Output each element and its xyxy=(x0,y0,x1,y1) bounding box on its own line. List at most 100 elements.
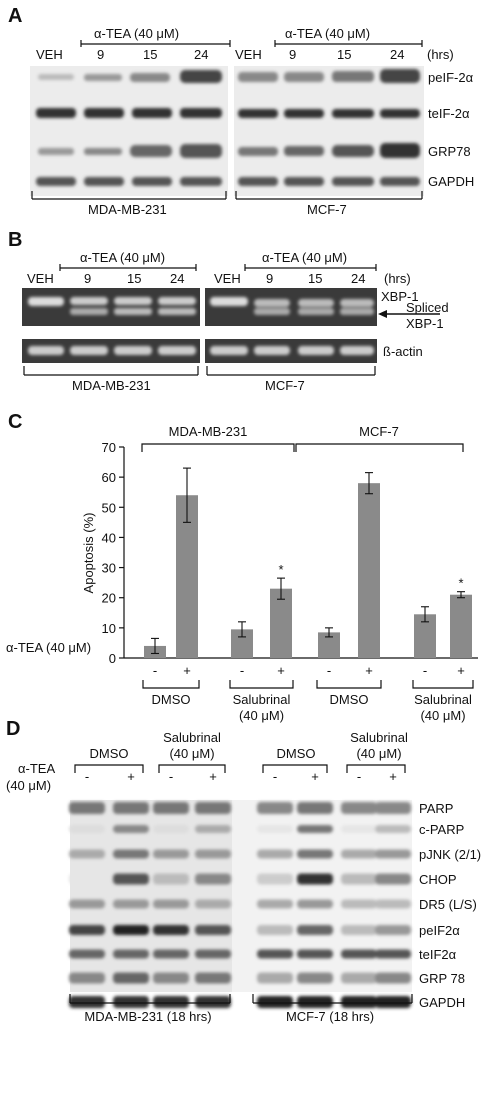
panel-d-row-labels: PARP c-PARP pJNK (2/1) CHOP DR5 (L/S) peIF2α t… xyxy=(419,801,481,1010)
chart-bar xyxy=(414,614,436,658)
blot-d-band xyxy=(257,925,293,935)
blot-a-bands xyxy=(36,69,420,186)
spliced-arrow-head xyxy=(378,310,387,318)
blot-d-band xyxy=(69,825,105,833)
blot-d-band xyxy=(257,972,293,984)
panel-d-row-label: c-PARP xyxy=(419,822,464,837)
blot-d-band xyxy=(341,825,377,833)
panel-b: B α-TEA (40 μM) α-TEA (40 μM) VEH 9 15 2… xyxy=(8,229,449,393)
panel-b-time-9-right: 9 xyxy=(266,271,273,286)
panel-label-d: D xyxy=(6,718,20,740)
panel-a-time-24-left: 24 xyxy=(194,47,208,62)
blot-d-band xyxy=(113,849,149,859)
blot-d-band xyxy=(257,825,293,833)
blot-d-band xyxy=(153,899,189,909)
chart-ytick-label: 40 xyxy=(102,530,116,545)
panel-d-sign-label: + xyxy=(127,769,135,784)
panel-a-veh-right: VEH xyxy=(235,47,262,62)
chart-group-bracket-mcf7 xyxy=(295,443,464,452)
panel-label-b: B xyxy=(8,229,22,251)
chart-treatment-label: DMSO xyxy=(330,692,369,707)
chart-treatment-label: Salubrinal xyxy=(233,692,291,707)
blot-d-band xyxy=(153,972,189,984)
chart-treatment-label: Salubrinal xyxy=(414,692,472,707)
blot-d-band xyxy=(153,925,189,935)
panel-b-cell-line-left: MDA-MB-231 xyxy=(72,378,151,393)
blot-d-band xyxy=(195,949,231,959)
blot-d-band xyxy=(153,949,189,959)
chart-sign-label: - xyxy=(153,663,157,678)
panel-a-row-teif2a: teIF-2α xyxy=(428,106,470,121)
panel-d-sign-label: + xyxy=(389,769,397,784)
panel-a-row-peif2a: peIF-2α xyxy=(428,70,474,85)
blot-d-band xyxy=(375,949,411,959)
blot-d-band xyxy=(297,849,333,859)
chart-group-label-mcf7: MCF-7 xyxy=(359,424,399,439)
panel-d-row-label-1: α-TEA xyxy=(18,761,55,776)
panel-d-sign-label: + xyxy=(311,769,319,784)
blot-d-band xyxy=(113,949,149,959)
blot-d-band xyxy=(297,925,333,935)
panel-d-sign-label: - xyxy=(357,769,361,784)
chart-sign-bracket xyxy=(412,680,474,689)
blot-d-band xyxy=(375,925,411,935)
panel-a-bracket-left xyxy=(80,40,231,47)
chart-treatment-label: (40 μM) xyxy=(420,708,465,723)
panel-d-cell-line-right: MCF-7 (18 hrs) xyxy=(286,1009,374,1024)
blot-d-band xyxy=(69,849,105,859)
panel-d-group-salubrinal-left-2: (40 μM) xyxy=(169,746,214,761)
blot-d-band xyxy=(341,873,377,885)
blot-d-band xyxy=(195,825,231,833)
blot-d-band xyxy=(257,849,293,859)
chart-ytick-label: 30 xyxy=(102,561,116,576)
panel-a-row-gapdh: GAPDH xyxy=(428,174,474,189)
panel-a-time-9-right: 9 xyxy=(289,47,296,62)
panel-d-sign-brackets: - + - + - + - + xyxy=(74,764,406,784)
chart-ylabel: Apoptosis (%) xyxy=(81,513,96,594)
blot-d-band xyxy=(257,802,293,814)
blot-d-band xyxy=(375,899,411,909)
blot-d-band xyxy=(113,996,149,1008)
panel-d-group-bracket xyxy=(158,764,226,773)
panel-d-line-bracket-left xyxy=(69,994,231,1004)
panel-b-units: (hrs) xyxy=(384,271,411,286)
chart-row-label: α-TEA (40 μM) xyxy=(6,640,91,655)
blot-d-band xyxy=(341,802,377,814)
chart-sign-label: + xyxy=(365,663,373,678)
panel-d-group-salubrinal-right-2: (40 μM) xyxy=(356,746,401,761)
blot-d-band xyxy=(69,802,105,814)
panel-d-row-label: DR5 (L/S) xyxy=(419,897,477,912)
blot-d-band xyxy=(195,925,231,935)
blot-d-band xyxy=(195,996,231,1008)
chart-ytick-label: 20 xyxy=(102,591,116,606)
chart-sign-label: + xyxy=(277,663,285,678)
blot-d-band xyxy=(341,899,377,909)
panel-label-a: A xyxy=(8,5,22,27)
panel-a-line-bracket-left xyxy=(31,191,227,200)
chart-bar xyxy=(231,629,253,658)
panel-a-time-15-left: 15 xyxy=(143,47,157,62)
chart-bar xyxy=(270,588,292,658)
chart-ytick-label: 10 xyxy=(102,621,116,636)
panel-d-row-label: GAPDH xyxy=(419,995,465,1010)
panel-d-sign-label: - xyxy=(273,769,277,784)
blot-d-bands xyxy=(69,802,411,1008)
blot-d-band xyxy=(113,925,149,935)
blot-d-band xyxy=(153,849,189,859)
chart-bar xyxy=(318,632,340,658)
chart-ytick-label: 0 xyxy=(109,651,116,666)
panel-d-group-dmso-right: DMSO xyxy=(277,746,316,761)
blot-d-band xyxy=(153,825,189,833)
blot-d-band xyxy=(297,899,333,909)
panel-a-time-24-right: 24 xyxy=(390,47,404,62)
blot-d-band xyxy=(297,825,333,833)
panel-d-row-label: pJNK (2/1) xyxy=(419,847,481,862)
panel-b-spliced-label-2: XBP-1 xyxy=(406,316,444,331)
panel-b-veh-right: VEH xyxy=(214,271,241,286)
blot-d-band xyxy=(257,996,293,1008)
blot-d-band xyxy=(341,925,377,935)
panel-d-sign-label: + xyxy=(209,769,217,784)
panel-a-time-15-right: 15 xyxy=(337,47,351,62)
blot-d-band xyxy=(341,849,377,859)
